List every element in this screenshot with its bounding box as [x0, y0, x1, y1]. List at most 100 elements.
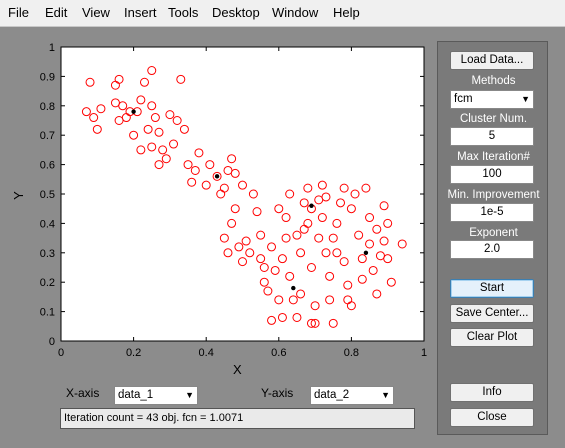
clear-plot-button[interactable]: Clear Plot: [450, 328, 534, 347]
data-point: [259, 277, 269, 287]
data-point: [230, 168, 240, 178]
data-point: [263, 286, 273, 296]
status-text: Iteration count = 43 obj. fcn = 1.0071: [60, 408, 415, 429]
chevron-down-icon: ▼: [381, 390, 390, 400]
data-point: [252, 207, 262, 217]
data-point: [212, 171, 222, 181]
data-point: [154, 160, 164, 170]
min-improvement-field[interactable]: 1e-5: [450, 203, 534, 222]
x-axis-select-value: data_1: [118, 389, 154, 401]
x-tick-label: 0.2: [126, 347, 141, 359]
data-point: [179, 124, 189, 134]
data-point: [386, 277, 396, 287]
data-point: [332, 218, 342, 228]
data-point: [306, 318, 316, 328]
data-point: [227, 218, 237, 228]
data-point: [310, 318, 320, 328]
y-axis-select-label: Y-axis: [261, 386, 294, 400]
close-button[interactable]: Close: [450, 408, 534, 427]
data-point: [321, 248, 331, 258]
data-point: [230, 204, 240, 214]
cluster-num-field[interactable]: 5: [450, 127, 534, 146]
menu-tools[interactable]: Tools: [168, 5, 199, 20]
menu-window[interactable]: Window: [272, 5, 319, 20]
data-point: [256, 230, 266, 240]
data-point: [288, 295, 298, 305]
chevron-down-icon: ▼: [185, 390, 194, 400]
data-point: [114, 74, 124, 84]
data-point: [303, 218, 313, 228]
save-center-button[interactable]: Save Center...: [450, 304, 534, 323]
data-point: [129, 130, 139, 140]
data-point: [92, 124, 102, 134]
data-point: [267, 242, 277, 252]
data-point: [165, 110, 175, 120]
data-point: [292, 230, 302, 240]
data-point: [350, 189, 360, 199]
menu-file[interactable]: File: [8, 5, 29, 20]
cluster-center: [309, 203, 314, 208]
info-button[interactable]: Info: [450, 383, 534, 402]
y-tick-label: 0.1: [40, 307, 55, 319]
data-point: [89, 113, 99, 123]
data-point: [357, 274, 367, 284]
scatter-plot: 0 0.2 0.4 0.6 0.8 1 0 0.1 0.2 0.3 0.4 0.5 0.6 0.7 0.8 0…: [40, 42, 427, 359]
y-tick-label: 0.5: [40, 189, 55, 201]
menu-desktop[interactable]: Desktop: [212, 5, 260, 20]
x-axis-select-label: X-axis: [66, 386, 100, 400]
data-point: [281, 213, 291, 223]
data-point: [365, 239, 375, 249]
data-point: [277, 312, 287, 322]
data-point: [205, 160, 215, 170]
start-button[interactable]: Start: [450, 279, 534, 298]
data-point: [147, 66, 157, 76]
data-point: [161, 154, 171, 164]
data-point: [270, 265, 280, 275]
load-data-button[interactable]: Load Data...: [450, 51, 534, 70]
y-tick-label: 0.6: [40, 160, 55, 172]
data-point: [169, 139, 179, 149]
menu-edit[interactable]: Edit: [45, 5, 68, 20]
data-point: [299, 198, 309, 208]
cluster-center: [291, 285, 296, 291]
y-tick-label: 0.9: [40, 71, 55, 83]
cluster-num-label: Cluster Num.: [459, 113, 528, 125]
data-point: [296, 289, 306, 299]
chevron-down-icon: ▼: [521, 94, 530, 104]
y-tick-label: 0.3: [40, 248, 55, 260]
x-tick-label: 0: [58, 347, 64, 359]
y-tick-label: 0: [49, 336, 55, 348]
y-axis-title: Y: [10, 191, 26, 200]
menu-view[interactable]: View: [82, 5, 110, 20]
data-point: [306, 263, 316, 272]
data-point: [343, 295, 353, 305]
data-point: [317, 213, 327, 223]
data-point: [336, 198, 346, 208]
data-point: [143, 124, 153, 134]
methods-select[interactable]: fcm ▼: [450, 90, 534, 109]
exponent-field[interactable]: 2.0: [450, 240, 534, 259]
y-axis-select[interactable]: data_2 ▼: [310, 386, 394, 405]
y-tick-label: 0.8: [40, 101, 55, 113]
data-point: [238, 257, 247, 267]
menu-help[interactable]: Help: [333, 5, 360, 20]
x-axis-select[interactable]: data_1 ▼: [114, 386, 198, 405]
data-point: [328, 233, 338, 243]
data-point: [317, 180, 327, 190]
max-iteration-field[interactable]: 100: [450, 165, 534, 184]
data-point: [328, 318, 338, 328]
data-point: [314, 233, 324, 243]
data-point: [241, 236, 251, 246]
data-point: [96, 104, 106, 114]
data-point: [234, 242, 244, 252]
menu-insert[interactable]: Insert: [124, 5, 157, 20]
data-point: [227, 154, 237, 164]
data-point: [259, 263, 269, 272]
data-point: [325, 271, 335, 281]
data-point: [81, 107, 91, 117]
data-point: [139, 77, 149, 87]
data-point: [285, 189, 295, 199]
data-point: [357, 254, 367, 264]
data-point: [332, 248, 342, 258]
cluster-center: [214, 174, 220, 179]
